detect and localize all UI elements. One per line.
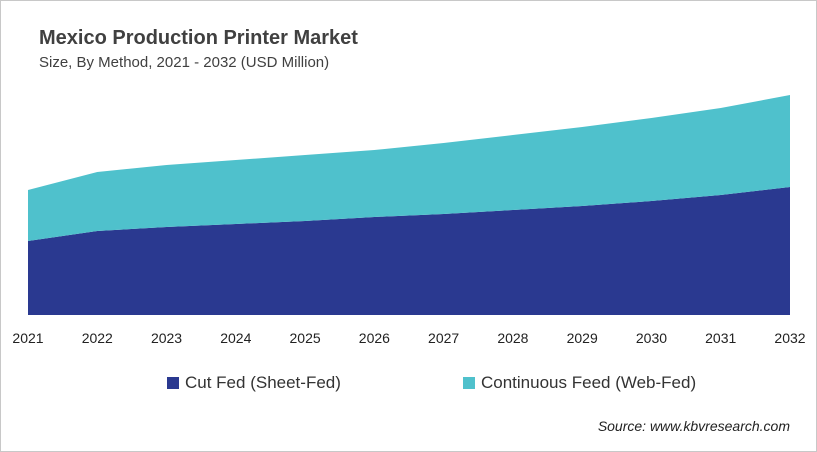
x-tick-label: 2024 [220,330,251,346]
chart-title: Mexico Production Printer Market [39,27,358,49]
x-tick-label: 2027 [428,330,459,346]
area-series-1 [28,95,790,241]
legend-swatch-continuous-feed [463,377,475,389]
x-tick-label: 2029 [567,330,598,346]
source-note: Source: www.kbvresearch.com [597,418,790,434]
legend-label-continuous-feed: Continuous Feed (Web-Fed) [481,373,697,392]
x-tick-label: 2030 [636,330,667,346]
x-tick-label: 2026 [359,330,390,346]
x-tick-label: 2023 [151,330,182,346]
legend-item-continuous-feed: Continuous Feed (Web-Fed) [463,373,696,393]
x-tick-label: 2025 [290,330,321,346]
x-tick-label: 2021 [12,330,43,346]
x-tick-label: 2028 [497,330,528,346]
legend-label-cut-fed: Cut Fed (Sheet-Fed) [185,373,341,392]
chart-subtitle: Size, By Method, 2021 - 2032 (USD Millio… [39,54,330,71]
area-series-0 [28,187,790,315]
legend-swatch-cut-fed [167,377,179,389]
x-tick-label: 2032 [774,330,805,346]
x-tick-label: 2031 [705,330,736,346]
legend-item-cut-fed: Cut Fed (Sheet-Fed) [167,373,341,393]
x-tick-label: 2022 [82,330,113,346]
